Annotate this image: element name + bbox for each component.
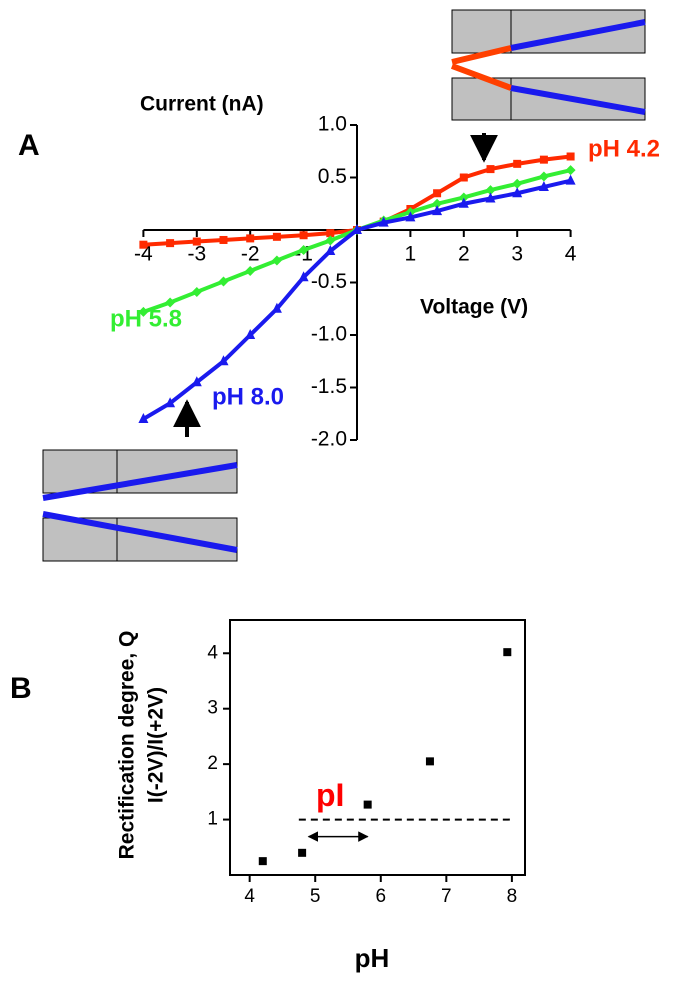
- point: [432, 198, 443, 209]
- point: [503, 648, 512, 657]
- point: [566, 152, 575, 161]
- x-tick-label: 2: [458, 243, 470, 266]
- point: [486, 165, 495, 174]
- point: [191, 376, 202, 387]
- y-axis-label: Rectification degree, Q: [116, 631, 139, 860]
- point: [299, 231, 308, 240]
- point: [433, 189, 442, 198]
- x-tick-label: -2: [241, 243, 260, 266]
- point: [165, 297, 176, 308]
- point: [191, 286, 202, 297]
- series-label: pH 5.8: [110, 305, 182, 332]
- point: [513, 159, 522, 168]
- point: [405, 211, 416, 222]
- point: [325, 235, 336, 246]
- y-axis-label: Current (nA): [140, 93, 264, 116]
- x-tick-label: 8: [507, 886, 518, 907]
- point: [246, 234, 255, 243]
- point: [425, 757, 434, 766]
- x-axis-label: Voltage (V): [420, 296, 528, 319]
- point: [485, 185, 496, 196]
- y-tick-label: 1: [207, 809, 218, 830]
- inset-top: [450, 9, 646, 163]
- y-tick-label: -2.0: [311, 428, 347, 451]
- y-tick-label: -0.5: [311, 270, 347, 293]
- point: [458, 192, 469, 203]
- point: [245, 265, 256, 276]
- point: [166, 239, 175, 248]
- x-tick-label: 7: [441, 886, 452, 907]
- y-axis-label: I(-2V)/I(+2V): [145, 687, 168, 803]
- point: [218, 276, 229, 287]
- x-tick-label: 3: [511, 243, 523, 266]
- point: [272, 232, 281, 241]
- point: [192, 237, 201, 246]
- x-axis-label: pH: [355, 943, 390, 973]
- point: [245, 329, 256, 339]
- point: [432, 205, 443, 216]
- x-tick-label: 5: [310, 886, 321, 907]
- point: [218, 355, 229, 366]
- annotation: pI: [316, 777, 344, 813]
- y-tick-label: 1.0: [318, 113, 347, 136]
- panel-label: B: [10, 672, 32, 705]
- x-tick-label: 4: [565, 243, 577, 266]
- point: [258, 857, 267, 866]
- point: [538, 171, 549, 182]
- plot-frame: [229, 619, 526, 876]
- point: [138, 413, 149, 423]
- point: [352, 224, 362, 234]
- x-tick-label: 4: [244, 886, 255, 907]
- y-tick-label: 0.5: [318, 165, 347, 188]
- point: [139, 240, 148, 249]
- x-tick-label: -4: [134, 243, 153, 266]
- y-tick-label: 3: [207, 698, 218, 719]
- inset-bottom: [42, 399, 238, 562]
- y-tick-label: 4: [207, 642, 218, 663]
- point: [565, 174, 576, 185]
- point: [271, 302, 282, 313]
- panel-label: A: [18, 129, 40, 162]
- series-label: pH 8.0: [212, 383, 284, 410]
- y-tick-label: -1.0: [311, 323, 347, 346]
- y-tick-label: 2: [207, 753, 218, 774]
- point: [485, 192, 496, 203]
- point: [326, 229, 335, 238]
- y-tick-label: -1.5: [311, 375, 347, 398]
- series-label: pH 4.2: [588, 135, 660, 162]
- point: [538, 180, 549, 191]
- point: [298, 244, 309, 255]
- x-tick-label: 1: [405, 243, 417, 266]
- point: [539, 155, 548, 164]
- point: [565, 165, 576, 176]
- x-tick-label: -3: [187, 243, 206, 266]
- x-tick-label: 6: [375, 886, 386, 907]
- point: [512, 187, 523, 198]
- point: [459, 173, 468, 182]
- point: [378, 216, 389, 227]
- point: [165, 397, 176, 408]
- point: [298, 271, 309, 282]
- point: [363, 800, 372, 809]
- point: [512, 178, 523, 189]
- point: [325, 245, 336, 255]
- point: [271, 255, 282, 266]
- point: [458, 197, 469, 208]
- point: [298, 848, 307, 857]
- point: [219, 235, 228, 244]
- point: [138, 306, 149, 317]
